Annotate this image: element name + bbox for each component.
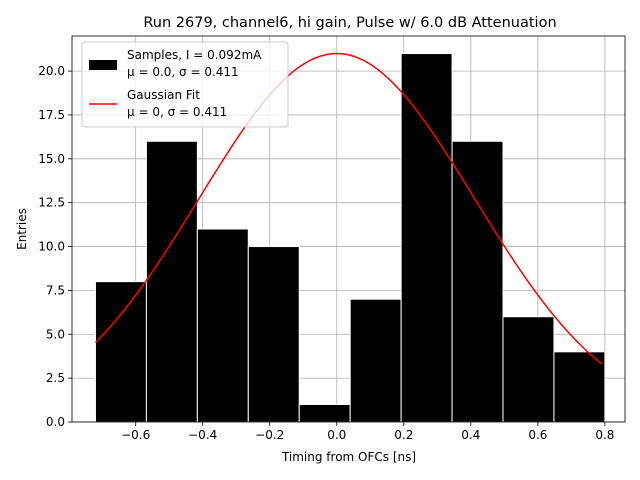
- x-tick-label: 0.0: [327, 428, 346, 442]
- legend-bar-swatch: [89, 60, 117, 70]
- histogram-bar: [298, 403, 351, 423]
- histogram-bar: [196, 228, 249, 423]
- x-tick-label: 0.6: [528, 428, 547, 442]
- x-axis-ticks: −0.6 −0.4 −0.2 0.0 0.2 0.4 0.6 0.8: [121, 422, 614, 442]
- histogram-bars: [94, 53, 606, 423]
- x-tick-label: −0.6: [121, 428, 150, 442]
- y-axis-ticks: 0.0 2.5 5.0 7.5 10.0 12.5 15.0 17.5 20.0: [38, 64, 72, 429]
- x-tick-label: 0.8: [595, 428, 614, 442]
- legend-samples-stats: μ = 0.0, σ = 0.411: [127, 65, 239, 79]
- chart-title: Run 2679, channel6, hi gain, Pulse w/ 6.…: [143, 15, 556, 31]
- x-tick-label: 0.2: [394, 428, 413, 442]
- histogram-bar: [94, 281, 147, 423]
- histogram-bar: [247, 246, 300, 423]
- legend-samples-label: Samples, I = 0.092mA: [127, 48, 262, 62]
- histogram-bar: [451, 140, 504, 423]
- gaussian-fit-curve: [94, 52, 603, 365]
- histogram-bar: [502, 316, 555, 423]
- y-tick-label: 12.5: [38, 196, 65, 210]
- gaussian-fit-line: [94, 52, 603, 365]
- histogram-bar: [553, 351, 606, 423]
- histogram-bar: [349, 298, 402, 423]
- x-tick-label: 0.4: [461, 428, 480, 442]
- y-tick-label: 7.5: [46, 283, 65, 297]
- legend: Samples, I = 0.092mA μ = 0.0, σ = 0.411 …: [81, 41, 289, 128]
- y-tick-label: 17.5: [38, 108, 65, 122]
- y-axis-label: Entries: [15, 208, 29, 250]
- legend-fit-stats: μ = 0, σ = 0.411: [127, 105, 227, 119]
- histogram-bar: [145, 140, 198, 423]
- x-axis-label: Timing from OFCs [ns]: [281, 450, 416, 464]
- y-tick-label: 15.0: [38, 152, 65, 166]
- y-tick-label: 5.0: [46, 327, 65, 341]
- histogram-bar: [400, 53, 453, 423]
- y-tick-label: 0.0: [46, 415, 65, 429]
- y-tick-label: 2.5: [46, 371, 65, 385]
- legend-frame: [81, 41, 289, 128]
- legend-fit-label: Gaussian Fit: [127, 88, 200, 102]
- y-tick-label: 20.0: [38, 64, 65, 78]
- x-tick-label: −0.4: [188, 428, 217, 442]
- y-tick-label: 10.0: [38, 240, 65, 254]
- x-tick-label: −0.2: [255, 428, 284, 442]
- plot-frame: [71, 35, 626, 423]
